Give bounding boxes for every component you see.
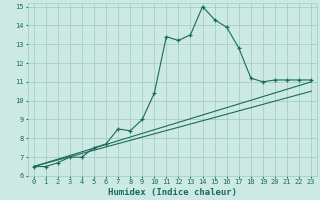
X-axis label: Humidex (Indice chaleur): Humidex (Indice chaleur) xyxy=(108,188,237,197)
